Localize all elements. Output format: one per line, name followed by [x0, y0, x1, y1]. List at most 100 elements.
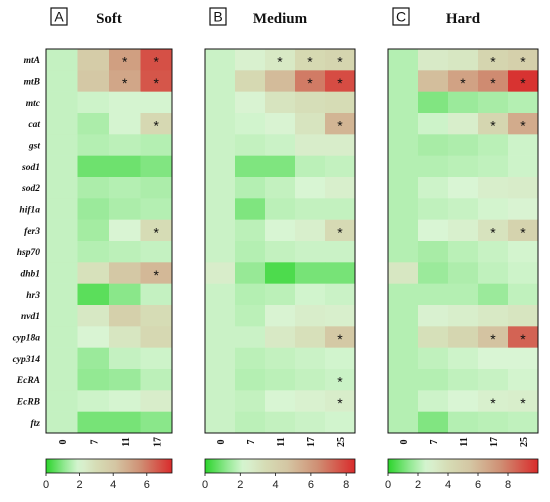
heat-cell-cyp18a-17 — [478, 326, 509, 348]
x-tick-7: 7 — [89, 440, 100, 445]
heat-cell-dhb1-11 — [448, 262, 479, 284]
heat-cell-dhb1-0 — [46, 262, 78, 284]
heat-cell-dhb1-25 — [325, 262, 356, 284]
x-tick-17: 17 — [152, 437, 163, 447]
heat-cell-cat-0 — [388, 113, 419, 135]
heat-cell-EcRA-11 — [448, 369, 479, 391]
heat-cell-mtB-7 — [77, 70, 110, 92]
heat-cell-EcRB-17 — [140, 390, 173, 412]
heat-cell-mtB-11 — [109, 70, 141, 92]
panel-letter-box-A — [50, 7, 68, 26]
heat-cell-hif1a-7 — [77, 198, 110, 220]
significance-star: * — [520, 54, 526, 70]
heat-cell-ftz-7 — [418, 411, 449, 434]
heat-cell-hr3-0 — [205, 283, 236, 306]
heat-cell-nvd1-11 — [109, 305, 141, 327]
heat-cell-sod1-17 — [478, 155, 509, 178]
heat-cell-hif1a-17 — [478, 198, 509, 220]
heat-cell-hif1a-0 — [46, 198, 78, 220]
x-tick-17: 17 — [306, 437, 317, 447]
gene-label-ftz: ftz — [31, 419, 41, 429]
heat-cell-hsp70-0 — [205, 241, 236, 263]
gene-label-hif1a: hif1a — [19, 206, 40, 216]
heat-cell-hsp70-17 — [478, 241, 509, 263]
heat-cell-EcRA-7 — [235, 369, 266, 391]
heat-cell-cyp314-0 — [46, 347, 78, 370]
heat-cell-fer3-17 — [140, 219, 173, 242]
heat-cell-sod2-7 — [235, 177, 266, 199]
heat-cell-sod2-17 — [478, 177, 509, 199]
significance-star: * — [490, 54, 496, 70]
heat-cell-hsp70-25 — [508, 241, 539, 263]
heat-cell-EcRA-17 — [478, 369, 509, 391]
heat-cell-cat-25 — [508, 113, 539, 135]
colorbar-tick-label: 8 — [343, 479, 349, 491]
heat-cell-mtc-7 — [77, 91, 110, 114]
heat-cell-hsp70-0 — [388, 241, 419, 263]
significance-star: * — [490, 224, 496, 240]
heat-cell-cyp18a-11 — [265, 326, 296, 348]
heat-cell-cyp18a-7 — [77, 326, 110, 348]
heat-cell-ftz-0 — [46, 411, 78, 434]
heat-cell-hr3-0 — [388, 283, 419, 306]
heat-cell-cat-17 — [295, 113, 326, 135]
heat-cell-hif1a-11 — [265, 198, 296, 220]
x-tick-25: 25 — [519, 437, 530, 447]
heatmap-frame-hard — [387, 48, 539, 434]
heat-cell-hsp70-25 — [325, 241, 356, 263]
heat-cell-ftz-11 — [265, 411, 296, 434]
heat-cell-hif1a-0 — [388, 198, 419, 220]
heat-cell-mtc-7 — [418, 91, 449, 114]
heat-cell-hr3-17 — [478, 283, 509, 306]
heat-cell-sod1-17 — [295, 155, 326, 178]
heat-cell-fer3-11 — [109, 219, 141, 242]
heat-cell-cyp18a-0 — [205, 326, 236, 348]
heat-cell-mtc-0 — [388, 91, 419, 114]
heat-cell-mtB-0 — [46, 70, 78, 92]
heat-cell-EcRA-25 — [325, 369, 356, 391]
heat-cell-nvd1-17 — [478, 305, 509, 327]
heat-cell-nvd1-11 — [448, 305, 479, 327]
heat-cell-mtB-11 — [448, 70, 479, 92]
heat-cell-gst-7 — [418, 134, 449, 156]
heat-cell-sod2-17 — [295, 177, 326, 199]
panel-title-medium: Medium — [253, 11, 308, 27]
significance-star: * — [460, 75, 466, 91]
heat-cell-dhb1-17 — [140, 262, 173, 284]
significance-star: * — [337, 395, 343, 411]
heat-cell-ftz-25 — [508, 411, 539, 434]
significance-star: * — [337, 374, 343, 390]
heat-cell-dhb1-17 — [295, 262, 326, 284]
significance-star: * — [520, 118, 526, 134]
heat-cell-sod1-25 — [325, 155, 356, 178]
colorbar-tick-label: 0 — [43, 479, 49, 491]
heatmap-frame-medium — [204, 48, 356, 434]
heat-cell-EcRA-17 — [295, 369, 326, 391]
heat-cell-cyp18a-17 — [140, 326, 173, 348]
heat-cell-sod1-11 — [109, 155, 141, 178]
heat-cell-cat-7 — [77, 113, 110, 135]
significance-star: * — [337, 54, 343, 70]
heat-cell-mtB-7 — [418, 70, 449, 92]
heat-cell-nvd1-17 — [295, 305, 326, 327]
heat-cell-cyp314-11 — [265, 347, 296, 370]
heat-cell-mtA-7 — [235, 49, 266, 71]
gene-label-cat: cat — [28, 120, 40, 130]
heat-cell-EcRA-7 — [418, 369, 449, 391]
heat-cell-mtA-0 — [205, 49, 236, 71]
colorbar-tick-label: 6 — [308, 479, 314, 491]
heat-cell-hr3-7 — [418, 283, 449, 306]
colorbar-tick-label: 4 — [445, 479, 451, 491]
significance-star: * — [122, 54, 128, 70]
heat-cell-cyp314-0 — [205, 347, 236, 370]
heat-cell-ftz-17 — [295, 411, 326, 434]
gene-label-nvd1: nvd1 — [21, 312, 40, 322]
heat-cell-hif1a-7 — [418, 198, 449, 220]
panel-letter-C: C — [396, 9, 406, 25]
heat-cell-cat-17 — [478, 113, 509, 135]
x-tick-7: 7 — [429, 440, 440, 445]
panel-letter-box-B — [209, 7, 227, 26]
heat-cell-hsp70-17 — [295, 241, 326, 263]
heat-cell-cat-17 — [140, 113, 173, 135]
colorbar-tick-label: 0 — [202, 479, 208, 491]
